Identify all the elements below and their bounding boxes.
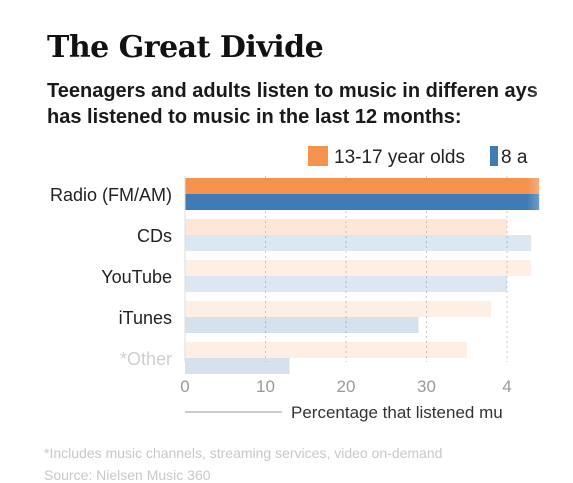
bar-adults-4 <box>185 358 290 374</box>
category-label-0: Radio (FM/AM) <box>50 185 172 205</box>
chart-subtitle: Teenagers and adults listen to music in … <box>47 78 538 130</box>
category-label-4: *Other <box>120 349 172 369</box>
category-label-2: YouTube <box>101 267 172 287</box>
category-label-1: CDs <box>137 226 172 246</box>
x-tick-label-2: 20 <box>337 377 356 396</box>
bar-teens-4 <box>185 342 467 358</box>
source-note: Source: Nielsen Music 360 <box>44 467 211 483</box>
subtitle-line-2: has listened to music in the last 12 mon… <box>47 106 462 128</box>
bar-adults-2 <box>185 276 507 292</box>
x-tick-label-3: 30 <box>417 377 436 396</box>
bar-teens-3 <box>185 301 491 317</box>
x-tick-label-4: 4 <box>502 377 511 396</box>
subtitle-line-1: Teenagers and adults listen to music in … <box>47 80 538 102</box>
legend-swatch-adults <box>490 146 498 166</box>
bar-teens-1 <box>185 219 507 235</box>
legend-item-adults: 8 a <box>490 146 527 169</box>
bar-adults-3 <box>185 317 419 333</box>
x-axis-label: Percentage that listened mu <box>291 403 503 422</box>
bar-adults-0 <box>185 194 540 210</box>
right-edge-fade <box>527 0 573 483</box>
legend-item-teens: 13-17 year olds <box>308 146 465 169</box>
legend-label-adults: 8 a <box>501 147 528 168</box>
legend-swatch-teens <box>308 146 328 166</box>
footnote: *Includes music channels, streaming serv… <box>44 445 443 461</box>
x-tick-label-1: 10 <box>256 377 275 396</box>
bar-adults-1 <box>185 235 532 251</box>
chart-title: The Great Divide <box>47 30 324 65</box>
legend-label-teens: 13-17 year olds <box>334 147 465 168</box>
category-label-3: iTunes <box>119 308 172 328</box>
bar-teens-2 <box>185 260 532 276</box>
x-tick-label-0: 0 <box>180 377 189 396</box>
bar-teens-0 <box>185 178 540 194</box>
